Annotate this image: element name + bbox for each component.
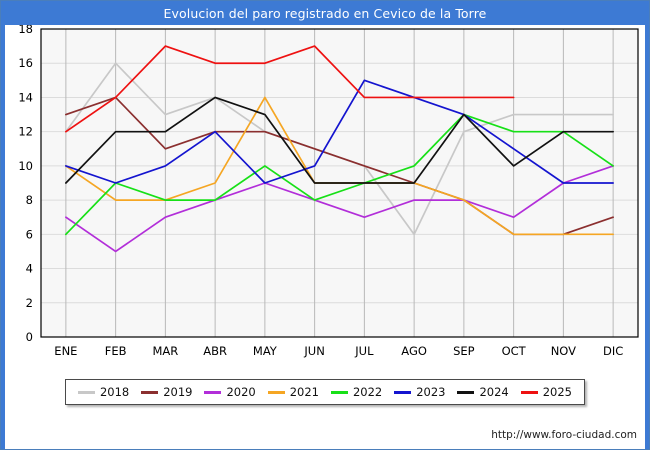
legend-item-2018[interactable]: 2018 bbox=[77, 385, 130, 399]
series-line-2022 bbox=[65, 113, 614, 236]
legend-item-2024[interactable]: 2024 bbox=[457, 385, 509, 399]
series-line-2025 bbox=[65, 45, 515, 133]
y-axis-tick-label: 8 bbox=[26, 193, 33, 207]
y-axis-tick-label: 12 bbox=[18, 125, 33, 139]
page-title: Evolucion del paro registrado en Cevico … bbox=[163, 5, 487, 21]
y-axis-tick-label: 18 bbox=[18, 25, 33, 36]
x-axis-tick-label: OCT bbox=[502, 344, 527, 358]
legend-color-swatch-icon bbox=[204, 390, 222, 394]
plot-frame bbox=[40, 28, 639, 338]
x-axis-tick-label: MAR bbox=[152, 344, 178, 358]
window-title-bar: Evolucion del paro registrado en Cevico … bbox=[1, 1, 649, 25]
x-axis-tick-label: JUL bbox=[354, 344, 374, 358]
legend-item-label: 2023 bbox=[416, 385, 446, 399]
legend-item-label: 2022 bbox=[352, 385, 383, 399]
y-axis-tick-label: 14 bbox=[18, 90, 33, 104]
x-axis-tick-label: DIC bbox=[603, 344, 623, 358]
x-axis-tick-label: NOV bbox=[551, 344, 576, 358]
y-axis-tick-label: 0 bbox=[26, 330, 33, 344]
legend-color-swatch-icon bbox=[520, 390, 538, 394]
legend-color-swatch-icon bbox=[77, 390, 95, 394]
window-border-left bbox=[1, 25, 5, 449]
legend-item-2025[interactable]: 2025 bbox=[520, 385, 573, 399]
legend-item-label: 2024 bbox=[479, 385, 509, 399]
legend-item-2023[interactable]: 2023 bbox=[394, 385, 446, 399]
legend-color-swatch-icon bbox=[141, 390, 159, 394]
legend-item-2022[interactable]: 2022 bbox=[330, 385, 383, 399]
series-line-2020 bbox=[65, 165, 614, 253]
legend-item-label: 2025 bbox=[542, 385, 573, 399]
window-border-right bbox=[645, 25, 649, 449]
x-axis-tick-label: FEB bbox=[105, 344, 127, 358]
y-axis-tick-label: 16 bbox=[18, 56, 33, 70]
legend-item-label: 2019 bbox=[163, 385, 193, 399]
x-axis-tick-label: SEP bbox=[453, 344, 475, 358]
y-axis-tick-label: 6 bbox=[26, 227, 33, 241]
y-axis-tick-label: 10 bbox=[18, 159, 33, 173]
line-chart-plot: 0 2 4 6 8 10 12 14 16 18 ENE FEB MAR ABR MAY JUN JUL AGO… bbox=[18, 25, 639, 358]
legend-color-swatch-icon bbox=[457, 390, 475, 394]
legend-item-label: 2021 bbox=[289, 385, 320, 399]
series-line-2023 bbox=[65, 79, 614, 184]
series-line-2024 bbox=[65, 96, 614, 184]
legend-item-2020[interactable]: 2020 bbox=[204, 385, 256, 399]
legend-color-swatch-icon bbox=[330, 390, 348, 394]
x-axis-tick-label: ENE bbox=[54, 344, 77, 358]
x-axis-tick-label: MAY bbox=[253, 344, 278, 358]
y-axis-tick-label: 2 bbox=[26, 296, 33, 310]
x-axis-tick-label: AGO bbox=[401, 344, 427, 358]
chart-legend: 2018 2019 2020 2021 2022 2023 2024 2025 bbox=[65, 379, 585, 405]
legend-item-2021[interactable]: 2021 bbox=[267, 385, 320, 399]
x-axis-tick-label: JUN bbox=[303, 344, 324, 358]
x-axis-tick-label: ABR bbox=[203, 344, 227, 358]
y-axis-tick-label: 4 bbox=[26, 262, 33, 276]
legend-item-label: 2020 bbox=[226, 385, 256, 399]
legend-item-label: 2018 bbox=[99, 385, 130, 399]
legend-item-2019[interactable]: 2019 bbox=[141, 385, 193, 399]
legend-color-swatch-icon bbox=[394, 390, 412, 394]
source-url: http://www.foro-ciudad.com bbox=[491, 429, 637, 441]
legend-color-swatch-icon bbox=[267, 390, 285, 394]
